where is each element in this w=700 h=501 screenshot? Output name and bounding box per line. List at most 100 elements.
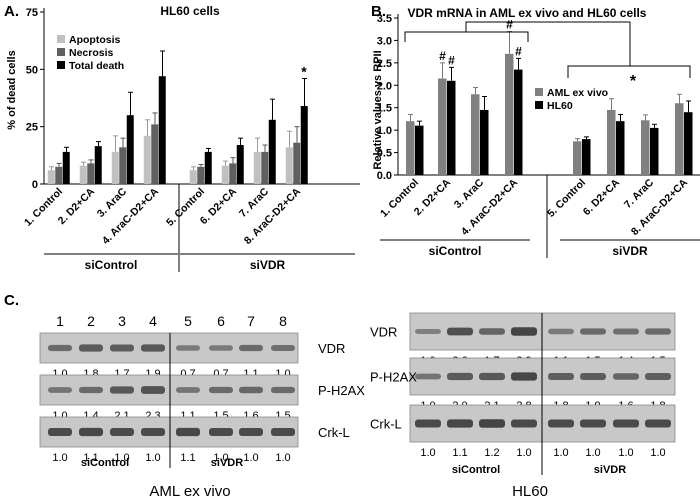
blot-aml-band bbox=[176, 345, 200, 351]
chart-a-bar-apoptosis bbox=[221, 165, 229, 184]
chart-b-bracket-sivdr bbox=[567, 65, 691, 78]
chart-a-bar-total-death bbox=[236, 145, 244, 184]
chart-b-ytick-label: 0.5 bbox=[377, 148, 392, 160]
chart-a-group-label: siVDR bbox=[250, 258, 286, 272]
blot-aml-band bbox=[141, 344, 165, 352]
blot-aml-lane-number: 8 bbox=[279, 313, 287, 329]
chart-b-ytick-label: 2.5 bbox=[377, 58, 392, 70]
blot-hl60-band bbox=[479, 372, 505, 381]
chart-a-bar-total-death bbox=[268, 119, 276, 184]
blot-aml-band bbox=[48, 344, 72, 352]
chart-a-bar-total-death bbox=[94, 146, 102, 184]
chart-a-bar-total-death bbox=[158, 76, 166, 184]
chart-b-bar-aml-ex-vivo bbox=[641, 120, 650, 175]
chart-a-bar-necrosis bbox=[229, 163, 237, 184]
chart-a-bar-total-death bbox=[62, 151, 70, 184]
blot-hl60-band bbox=[548, 328, 574, 335]
blot-hl60-quantification: 1.0 bbox=[553, 447, 568, 459]
chart-a-bar-apoptosis bbox=[111, 151, 119, 184]
blot-hl60-band bbox=[613, 373, 639, 380]
chart-b-legend-swatch bbox=[535, 101, 543, 109]
blot-hl60-band bbox=[580, 419, 606, 428]
blot-aml-quantification: 1.1 bbox=[180, 452, 195, 464]
blot-hl60-band bbox=[447, 419, 473, 428]
blot-hl60-band bbox=[580, 372, 606, 381]
blot-aml-band bbox=[48, 427, 72, 437]
chart-a-bar-apoptosis bbox=[79, 165, 87, 184]
chart-b-bracket-between bbox=[465, 21, 631, 66]
chart-b-ytick-label: 1.5 bbox=[377, 103, 392, 115]
blot-aml-protein-label: VDR bbox=[318, 341, 345, 356]
blot-aml-band bbox=[141, 427, 165, 437]
blot-aml-quantification: 1.0 bbox=[213, 452, 228, 464]
blot-aml-lane-number: 1 bbox=[56, 313, 64, 329]
chart-a-bar-necrosis bbox=[293, 142, 301, 184]
blot-aml-band bbox=[239, 386, 263, 394]
chart-a-legend-label: Apoptosis bbox=[69, 34, 120, 46]
chart-b-bar-hl60 bbox=[415, 125, 424, 175]
chart-a-bar-necrosis bbox=[151, 124, 159, 184]
chart-b-hash-annotation: # bbox=[515, 44, 522, 58]
blot-aml-lane-number: 2 bbox=[87, 313, 95, 329]
blot-hl60-band bbox=[415, 419, 441, 428]
panel-label-c: C. bbox=[4, 292, 19, 309]
blot-hl60-band bbox=[447, 327, 473, 336]
chart-a-ytick-label: 0 bbox=[32, 179, 38, 191]
blot-hl60-quantification: 1.0 bbox=[420, 447, 435, 459]
chart-b-ytick-label: 1.0 bbox=[377, 125, 392, 137]
blot-aml-band bbox=[79, 386, 103, 394]
chart-b-category-label: 5. Control bbox=[545, 177, 588, 220]
chart-b-bar-hl60 bbox=[650, 127, 659, 175]
panel-label-b: B. bbox=[371, 3, 386, 20]
chart-b-ytick-label: 3.0 bbox=[377, 35, 392, 47]
chart-b-bar-hl60 bbox=[684, 112, 693, 175]
blot-aml-quantification: 1.0 bbox=[243, 452, 258, 464]
blot-aml-quantification: 1.0 bbox=[52, 452, 67, 464]
blot-aml-band bbox=[141, 386, 165, 394]
blot-hl60-quantification: 1.0 bbox=[516, 447, 531, 459]
blot-aml-lane-number: 4 bbox=[149, 313, 157, 329]
blot-hl60-protein-label: VDR bbox=[370, 325, 397, 340]
chart-a-bar-necrosis bbox=[197, 166, 205, 184]
blot-aml-band bbox=[209, 386, 233, 394]
blot-aml-band bbox=[271, 386, 295, 394]
blot-hl60-quantification: 1.0 bbox=[585, 447, 600, 459]
blot-aml-quantification: 1.0 bbox=[114, 452, 129, 464]
chart-a-category-label: 8. AraC-D2+CA bbox=[242, 185, 304, 247]
chart-a-bar-total-death bbox=[204, 151, 212, 184]
blot-aml-band bbox=[239, 427, 263, 437]
blot-aml-group-label: siControl bbox=[81, 457, 129, 469]
blot-aml-band bbox=[271, 427, 295, 437]
chart-b-group-label: siControl bbox=[429, 244, 482, 258]
chart-b-title: VDR mRNA in AML ex vivo and HL60 cells bbox=[408, 6, 647, 20]
blot-aml-title: AML ex vivo bbox=[149, 483, 230, 500]
blot-aml-protein-label: P-H2AX bbox=[318, 383, 365, 398]
blot-hl60-band bbox=[415, 328, 441, 335]
chart-a-bar-necrosis bbox=[87, 163, 95, 184]
chart-b-bar-aml-ex-vivo bbox=[471, 94, 480, 175]
blot-aml-band bbox=[79, 427, 103, 437]
blot-aml-band bbox=[209, 345, 233, 351]
chart-a-bar-apoptosis bbox=[285, 147, 293, 184]
chart-a-legend-label: Total death bbox=[69, 60, 124, 72]
chart-a-bar-apoptosis bbox=[47, 170, 55, 184]
chart-a-bar-total-death bbox=[126, 115, 134, 184]
chart-b-bar-aml-ex-vivo bbox=[406, 121, 415, 175]
blot-aml-band bbox=[79, 344, 103, 352]
blot-hl60-band bbox=[479, 328, 505, 335]
blot-hl60-protein-label: Crk-L bbox=[370, 417, 402, 432]
chart-a-group-label: siControl bbox=[85, 258, 138, 272]
blot-hl60-band bbox=[511, 419, 537, 428]
chart-a-ytick-label: 75 bbox=[26, 7, 38, 19]
chart-a-ytick-label: 25 bbox=[26, 122, 38, 134]
blot-hl60-band bbox=[645, 419, 671, 428]
chart-a-bar-necrosis bbox=[119, 147, 127, 184]
blot-aml-lane-number: 3 bbox=[118, 313, 126, 329]
western-blot-hl60: 12345678VDR1.02.61.72.91.11.51.41.5P-H2A… bbox=[370, 312, 676, 500]
chart-b-ytick-label: 2.0 bbox=[377, 80, 392, 92]
chart-b-bar-hl60 bbox=[514, 69, 523, 175]
chart-b-bar-aml-ex-vivo bbox=[438, 78, 447, 175]
chart-b-legend-label: HL60 bbox=[547, 100, 573, 112]
